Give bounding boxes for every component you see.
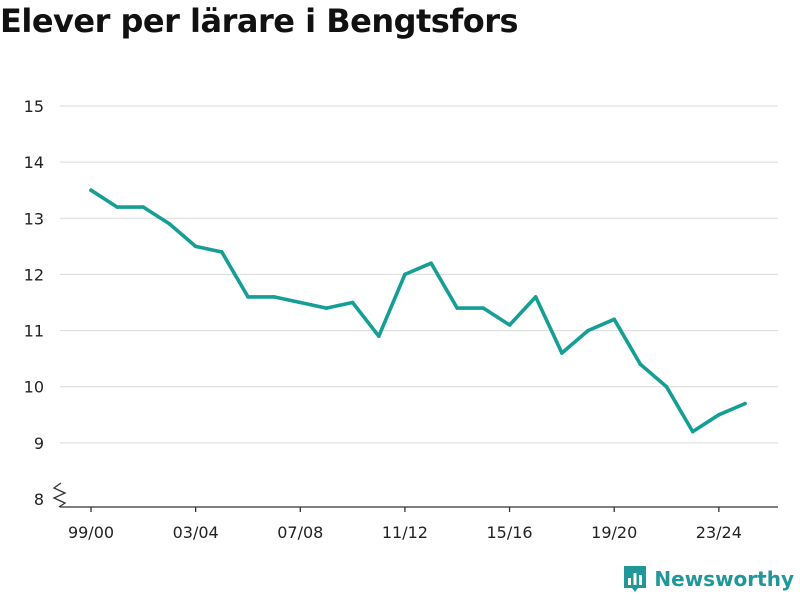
data-point-04/05 — [220, 250, 224, 254]
bar-chart-logo-icon — [624, 566, 647, 592]
x-tick-label-03/04: 03/04 — [173, 523, 219, 542]
x-tick-label-23/24: 23/24 — [696, 523, 742, 542]
data-point-10/11 — [376, 334, 381, 338]
y-tick-label-10: 10 — [24, 378, 44, 397]
y-tick-label-14: 14 — [24, 153, 44, 172]
x-tick-label-07/08: 07/08 — [277, 523, 323, 542]
data-point-11/12 — [403, 272, 407, 277]
data-point-09/10 — [350, 300, 355, 305]
chart-title: Elever per lärare i Bengtsfors — [0, 2, 519, 40]
data-point-15/16 — [507, 323, 512, 327]
data-point-99/00 — [89, 188, 93, 193]
data-point-24/25 — [743, 401, 747, 406]
x-tick-label-19/20: 19/20 — [591, 523, 637, 542]
series — [89, 188, 747, 434]
data-point-00/01 — [115, 205, 119, 209]
data-point-23/24 — [717, 412, 721, 417]
data-point-07/08 — [298, 300, 303, 305]
y-tick-label-9: 9 — [34, 434, 44, 453]
y-axis-ticks: 8 9 10 11 12 13 14 15 — [24, 97, 44, 509]
y-axis-break-icon — [52, 482, 67, 508]
data-point-17/18 — [560, 351, 564, 355]
data-point-12/13 — [429, 261, 433, 266]
data-point-22/23 — [690, 429, 695, 434]
y-tick-label-15: 15 — [24, 97, 44, 116]
y-tick-label-12: 12 — [24, 265, 44, 284]
x-tick-label-15/16: 15/16 — [487, 523, 533, 542]
data-point-20/21 — [638, 362, 643, 367]
y-tick-label-13: 13 — [24, 209, 44, 228]
data-point-05/06 — [246, 295, 250, 299]
data-point-03/04 — [193, 244, 198, 249]
data-point-08/09 — [324, 306, 329, 310]
x-axis — [52, 482, 778, 508]
brand-logo: Newsworthy — [622, 564, 794, 594]
data-point-13/14 — [455, 306, 460, 310]
data-point-21/22 — [664, 384, 669, 389]
y-tick-label-8: 8 — [34, 490, 44, 509]
data-point-02/03 — [167, 222, 172, 226]
gridlines — [60, 105, 778, 444]
y-tick-label-11: 11 — [24, 322, 44, 341]
data-point-19/20 — [612, 317, 616, 322]
x-tick-label-99/00: 99/00 — [68, 523, 114, 542]
data-point-18/19 — [586, 328, 590, 333]
data-point-14/15 — [481, 306, 486, 310]
x-axis-ticks: 99/00 03/04 07/08 11/12 15/16 19/20 23/24 — [68, 507, 742, 542]
data-point-06/07 — [272, 295, 276, 299]
data-point-01/02 — [141, 205, 146, 209]
data-point-16/17 — [533, 295, 538, 299]
series-line — [89, 188, 747, 434]
x-tick-label-11/12: 11/12 — [382, 523, 428, 542]
brand-name: Newsworthy — [654, 567, 794, 591]
